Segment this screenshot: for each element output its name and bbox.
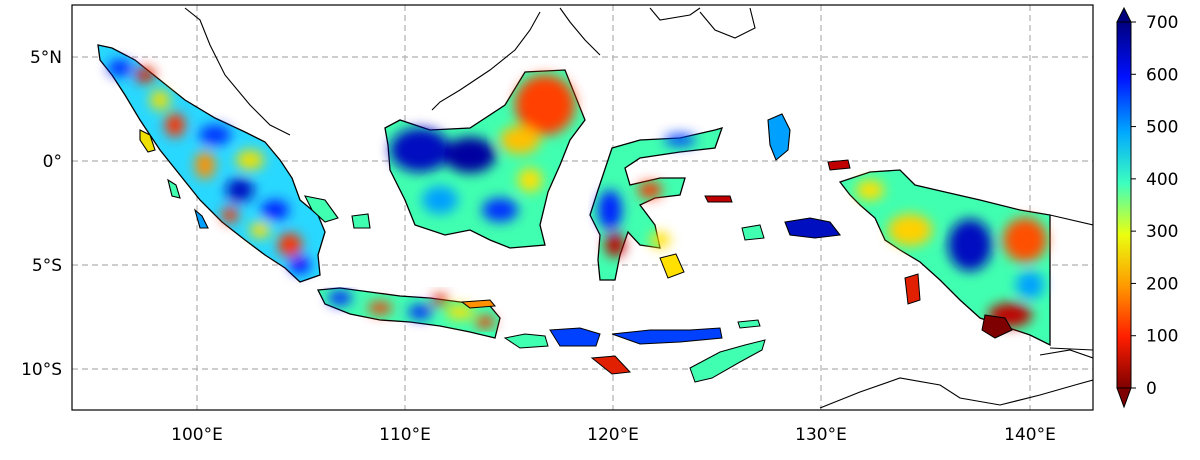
colorbar-tick-label: 100 bbox=[1146, 327, 1178, 347]
simeulue-island bbox=[139, 129, 156, 153]
sumba-island bbox=[590, 355, 632, 375]
papua-east-outline bbox=[1049, 214, 1093, 351]
colorbar-tick-label: 200 bbox=[1146, 274, 1178, 294]
lat-tick-5n: 5°N bbox=[30, 48, 62, 68]
bangka-island bbox=[304, 195, 339, 223]
buru-island bbox=[741, 224, 765, 241]
lon-tick-140e: 140°E bbox=[1004, 425, 1056, 445]
java-field bbox=[316, 287, 501, 339]
sulawesi-field bbox=[589, 127, 724, 281]
lon-tick-labels: 100°E 110°E 120°E 130°E 140°E bbox=[171, 425, 1056, 445]
colorbar-tick-label: 600 bbox=[1146, 65, 1178, 85]
mentawai-island bbox=[193, 208, 209, 229]
map-axes bbox=[71, 4, 1094, 411]
lat-tick-10s: 10°S bbox=[21, 360, 62, 380]
belitung-island bbox=[351, 213, 371, 229]
lon-tick-130e: 130°E bbox=[795, 425, 847, 445]
nias-island bbox=[167, 178, 181, 199]
bali-lombok bbox=[503, 333, 549, 349]
lon-tick-120e: 120°E bbox=[587, 425, 639, 445]
colorbar-tick-label: 400 bbox=[1146, 170, 1178, 190]
colorbar-extend-min bbox=[1116, 387, 1132, 409]
halmahera-island bbox=[767, 113, 791, 161]
aru-island bbox=[904, 273, 921, 305]
timor-island bbox=[689, 339, 766, 383]
colorbar-tick-label: 500 bbox=[1146, 118, 1178, 138]
colorbar-tick-label: 700 bbox=[1146, 13, 1178, 33]
kolepom-island bbox=[981, 314, 1013, 339]
colorbar: 0 100 200 300 400 500 600 700 bbox=[1116, 6, 1178, 409]
colorbar-extend-max bbox=[1116, 6, 1132, 23]
coastlines bbox=[184, 7, 1093, 409]
lon-tick-100e: 100°E bbox=[171, 425, 223, 445]
madura-island bbox=[460, 299, 497, 309]
colorbar-body bbox=[1116, 21, 1132, 389]
lat-tick-0: 0° bbox=[43, 152, 62, 172]
papua-field bbox=[838, 169, 1051, 347]
sumatra-field bbox=[97, 44, 326, 283]
lon-tick-110e: 110°E bbox=[379, 425, 431, 445]
sula-island bbox=[704, 195, 733, 203]
wetar-island bbox=[737, 319, 761, 329]
sumbawa-island bbox=[549, 327, 601, 347]
seram-island bbox=[784, 217, 842, 239]
lat-tick-labels: 5°N 0° 5°S 10°S bbox=[21, 48, 62, 380]
borneo-field bbox=[384, 69, 586, 249]
flores-island bbox=[611, 327, 723, 345]
lat-tick-5s: 5°S bbox=[32, 256, 62, 276]
misool-island bbox=[827, 159, 851, 171]
colorbar-tick-label: 0 bbox=[1146, 379, 1157, 399]
buton-island bbox=[659, 253, 685, 279]
colorbar-tick-label: 300 bbox=[1146, 222, 1178, 242]
colorbar-ticks: 0 100 200 300 400 500 600 700 bbox=[1131, 13, 1178, 399]
